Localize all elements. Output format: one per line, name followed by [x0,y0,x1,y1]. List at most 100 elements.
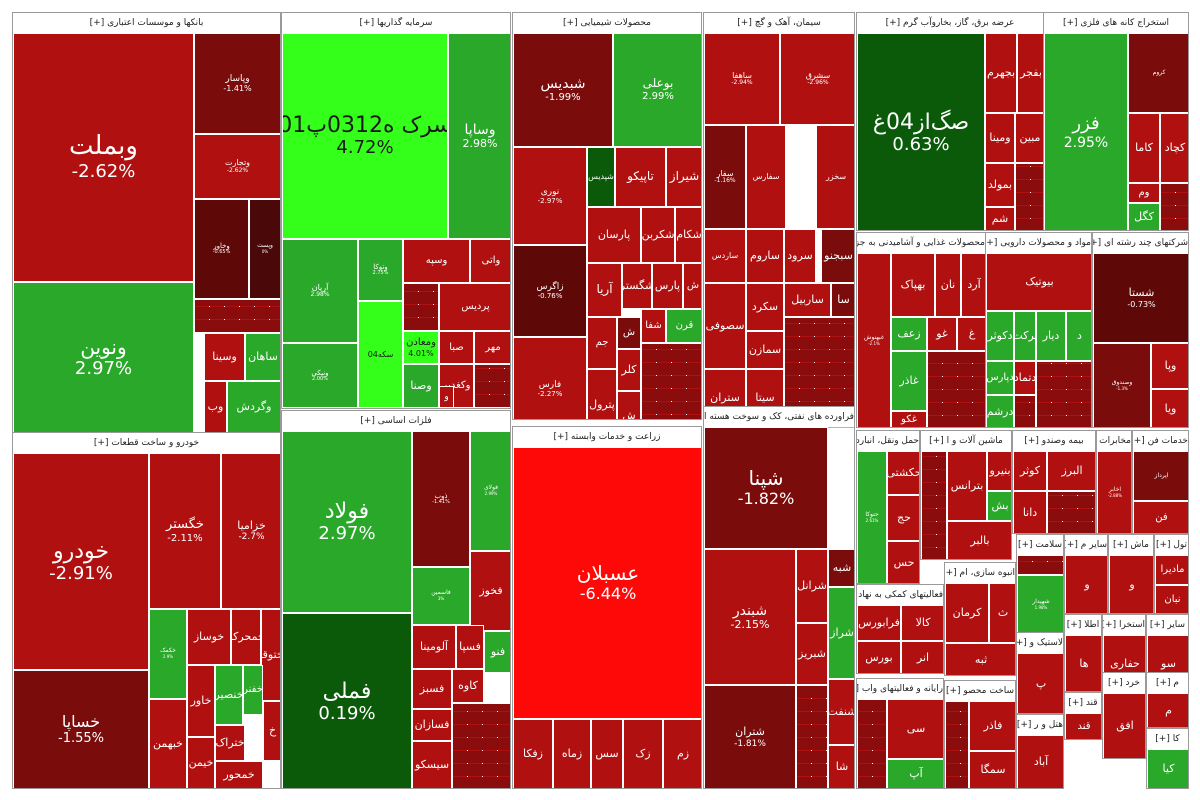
stock-tile[interactable]: ساروم [746,229,784,283]
sector-header[interactable]: هتل و ر [+] [1017,715,1063,736]
stock-tile[interactable]: خزامیا -2.7% [221,453,280,609]
stock-tile[interactable]: واتی [470,239,510,283]
stock-tile[interactable]: فنو [484,631,510,673]
sector-header[interactable]: اطلا [+] [1065,615,1101,636]
stock-tile[interactable]: ویا [1151,389,1188,427]
stock-tile[interactable]: وساپا 2.98% [448,33,510,239]
sector-header[interactable]: خدمات فن [+] [1133,431,1188,452]
stock-tile[interactable]: فرابورس [857,605,901,641]
stock-tile[interactable]: ساهفا -2.94% [704,33,780,125]
stock-tile[interactable]: ها [1065,635,1101,691]
stock-tile[interactable]: شستا -0.73% [1093,253,1188,343]
stock-tile[interactable]: سبجنو [821,229,854,283]
stock-tile[interactable]: سشرق -2.96% [780,33,854,125]
stock-tile[interactable]: مهر [474,331,510,364]
stock-tile[interactable]: فسبز [412,669,452,709]
sector-header[interactable]: کا [+] [1147,729,1188,750]
stock-tile[interactable]: خمحرکه [231,609,261,665]
stock-tile[interactable]: بوعلی 2.99% [613,33,701,147]
sector-header[interactable]: لاستیک و [+] [1017,633,1063,654]
sector-header[interactable]: استخراج کانه های فلزی [+] [1044,13,1188,34]
sector-header[interactable]: سایر م [+] [1065,535,1107,556]
stock-tile[interactable]: بترانس [947,451,987,521]
stock-tile[interactable]: فسپا [456,625,484,669]
stock-tile[interactable]: نوری -2.97% [513,147,587,245]
stock-tile[interactable]: دانا [1013,491,1047,533]
stock-tile[interactable]: فاذر [969,701,1015,751]
stock-tile[interactable]: شبدیس -1.99% [513,33,613,147]
stock-tile[interactable]: پترول [587,369,617,419]
small-stock-tiles[interactable] [945,701,969,788]
sector-header[interactable]: خرد [+] [1103,673,1145,694]
stock-tile[interactable]: کوثر [1013,451,1047,491]
stock-tile[interactable]: اپرداز [1133,451,1188,501]
small-stock-tiles[interactable] [1047,491,1095,533]
stock-tile[interactable]: کاوه [452,669,484,703]
stock-tile[interactable]: انر [901,641,943,673]
sector-header[interactable]: مخابرات [+] [1097,431,1131,452]
stock-tile[interactable]: سخزر [816,125,854,229]
sector-header[interactable]: م [+] [1147,673,1188,694]
stock-tile[interactable]: وبملت -2.62% [13,33,194,282]
stock-tile[interactable]: بش [987,491,1011,521]
stock-tile[interactable]: سرود [784,229,816,283]
small-stock-tiles[interactable] [784,317,854,406]
stock-tile[interactable]: دتماد [1014,361,1036,395]
stock-tile[interactable]: سکرد [746,283,784,331]
small-stock-tiles[interactable] [1017,555,1063,575]
stock-tile[interactable]: غکو [891,411,927,427]
stock-tile[interactable]: غاذر [891,351,927,411]
small-stock-tiles[interactable] [1036,361,1091,427]
stock-tile[interactable]: وپاسار -1.41% [194,33,280,134]
sector-header[interactable]: شرکتهای چند رشته ای [+] [1093,233,1188,254]
stock-tile[interactable]: فزر 2.95% [1044,33,1128,230]
sector-header[interactable]: تول [+] [1155,535,1188,556]
sector-header[interactable]: قند [+] [1065,693,1101,714]
stock-tile[interactable]: خ [263,701,280,761]
stock-tile[interactable]: وصندوق -1.3% [1093,343,1151,427]
stock-tile[interactable]: سی [887,699,943,759]
stock-tile[interactable]: ثبه [945,643,1015,675]
stock-tile[interactable]: کچاد [1160,113,1188,183]
stock-tile[interactable]: م [1147,693,1188,727]
small-stock-tiles[interactable] [857,699,887,788]
sector-header[interactable]: ماش [+] [1109,535,1153,556]
stock-tile[interactable]: مبین [1015,113,1043,163]
small-stock-tiles[interactable] [921,451,947,559]
stock-tile[interactable]: البرز [1047,451,1095,491]
stock-tile[interactable]: ساردس [704,229,746,283]
stock-tile[interactable]: وپا [1151,343,1188,389]
stock-tile[interactable]: افق [1103,693,1145,758]
stock-tile[interactable]: خوساز [187,609,231,665]
stock-tile[interactable]: حج [887,495,919,541]
stock-tile[interactable]: زاگرس -0.76% [513,245,587,337]
stock-tile[interactable]: عسبلان -6.44% [513,447,701,719]
stock-tile[interactable]: خبهمن [149,699,187,788]
stock-tile[interactable]: شکام [675,207,701,263]
stock-tile[interactable]: شتران -1.81% [704,685,796,788]
stock-tile[interactable]: فن [1133,501,1188,533]
stock-tile[interactable]: ختراک [215,725,245,761]
stock-tile[interactable]: فملی 0.19% [282,613,412,788]
stock-tile[interactable]: خیمن [187,737,215,788]
stock-tile[interactable]: سا [831,283,854,317]
stock-tile[interactable]: کاما [1128,113,1160,183]
sector-header[interactable]: فعالیتهای کمکی به نهاد [+] [857,585,943,606]
stock-tile[interactable]: مادیرا [1155,555,1188,585]
stock-tile[interactable]: نان [935,253,961,317]
stock-tile[interactable]: سیسکو [412,741,452,788]
stock-tile[interactable]: شا [828,745,854,788]
stock-tile[interactable]: شم [985,207,1015,230]
stock-tile[interactable]: حتوکا 2.61% [857,451,887,583]
stock-tile[interactable]: شیراز [666,147,701,207]
sector-header[interactable]: ساخت محصو [+] [945,681,1015,702]
stock-tile[interactable]: ونوین 2.97% [13,282,194,434]
stock-tile[interactable]: آباد [1017,735,1063,788]
small-stock-tiles[interactable] [1015,163,1043,230]
stock-tile[interactable]: آرد [961,253,985,317]
sector-header[interactable]: خودرو و ساخت قطعات [+] [13,433,280,454]
stock-tile[interactable]: کرمان [945,583,989,643]
stock-tile[interactable]: خنصیر [215,665,243,725]
sector-header[interactable]: بیمه وصندو [+] [1013,431,1095,452]
stock-tile[interactable]: فسازان [412,709,452,741]
